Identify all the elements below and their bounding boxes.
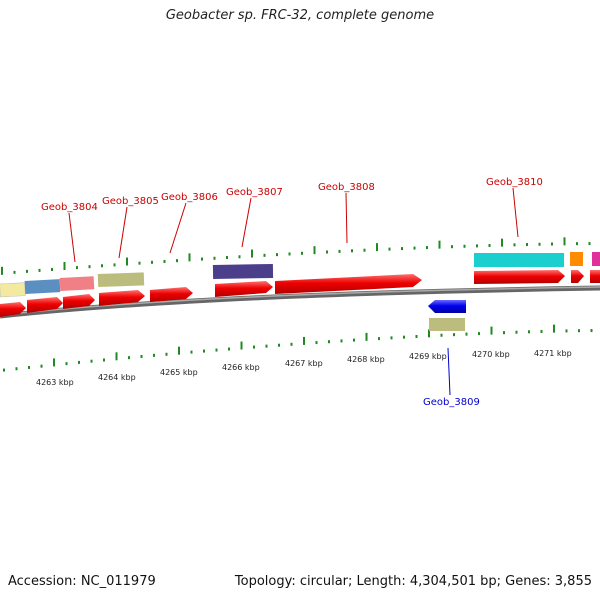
kbp-label: 4264 kbp: [98, 373, 136, 382]
kbp-label: 4271 kbp: [534, 349, 572, 358]
kbp-label: 4266 kbp: [222, 363, 260, 372]
gene-arrow: [99, 290, 145, 306]
kbp-label: 4269 kbp: [409, 352, 447, 361]
gene-arrow-reverse: [428, 300, 466, 313]
gc-ticks-top: [1, 237, 591, 275]
kbp-label: 4263 kbp: [36, 378, 74, 387]
genome-summary-text: Topology: circular; Length: 4,304,501 bp…: [234, 574, 592, 589]
gene-labels: Geob_3804 Geob_3805 Geob_3806 Geob_3807 …: [41, 177, 543, 408]
cog-bar: [212, 263, 274, 279]
gene-arrow: [150, 287, 193, 302]
cog-bar: [0, 282, 26, 298]
cog-bar: [474, 253, 564, 267]
gene-label-geob-3808: Geob_3808: [318, 182, 375, 193]
kbp-label: 4268 kbp: [347, 355, 385, 364]
cog-bar: [24, 279, 61, 294]
gene-arrow: [275, 274, 422, 294]
cog-bar: [97, 272, 145, 287]
gene-label-geob-3806: Geob_3806: [161, 192, 218, 203]
gene-arrow: [474, 270, 565, 284]
cog-bars-top: [0, 252, 600, 298]
gene-label-geob-3804: Geob_3804: [41, 202, 98, 213]
cog-bar: [429, 318, 465, 331]
gene-label-geob-3805: Geob_3805: [102, 196, 159, 207]
reverse-genes: [428, 300, 466, 331]
accession-text: Accession: NC_011979: [8, 574, 156, 589]
forward-genes: [0, 270, 600, 317]
gene-arrow: [215, 281, 273, 297]
kbp-label: 4270 kbp: [472, 350, 510, 359]
gene-arrow: [27, 297, 63, 313]
gc-ticks-bottom: [3, 324, 593, 372]
genome-backbone-highlight: [0, 286, 600, 316]
gene-arrow: [571, 270, 584, 283]
kbp-label: 4267 kbp: [285, 359, 323, 368]
gene-label-geob-3807: Geob_3807: [226, 187, 283, 198]
label-connectors: [68, 187, 519, 396]
cog-bar: [570, 252, 583, 266]
gene-arrow: [63, 294, 95, 309]
kbp-label: 4265 kbp: [160, 368, 198, 377]
map-title: Geobacter sp. FRC-32, complete genome: [165, 8, 435, 23]
genome-backbone: [0, 285, 600, 319]
gene-arrow: [0, 302, 26, 317]
cog-bar: [59, 276, 95, 291]
cog-bar: [592, 252, 600, 266]
gene-arrow: [590, 270, 600, 283]
gene-label-geob-3809: Geob_3809: [423, 397, 480, 408]
kbp-tick-labels: 4263 kbp 4264 kbp 4265 kbp 4266 kbp 4267…: [36, 349, 572, 387]
gene-label-geob-3810: Geob_3810: [486, 177, 543, 188]
